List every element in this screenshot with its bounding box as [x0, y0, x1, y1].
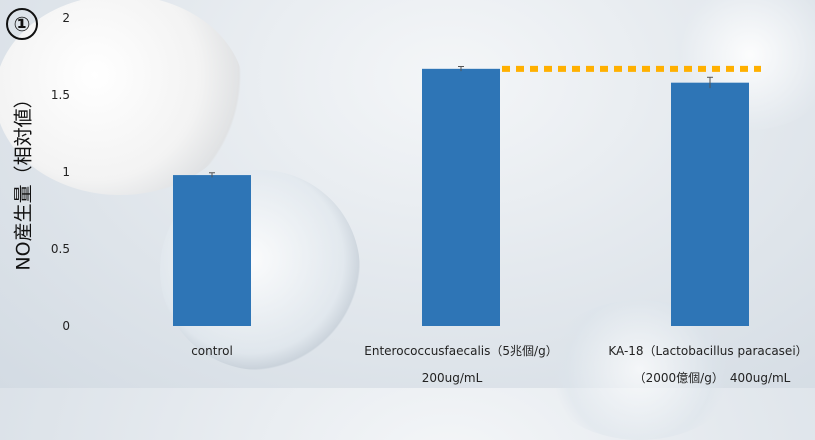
category-label: control: [191, 344, 233, 358]
category-label: KA-18（Lactobacillus paracasei）: [608, 344, 807, 358]
category-label: Enterococcusfaecalis（5兆個/g）: [364, 344, 557, 358]
category-label: （2000億個/g） 400ug/mL: [634, 371, 791, 385]
y-tick-label: 0: [62, 319, 70, 333]
y-tick-label: 1: [62, 165, 70, 179]
y-tick-label: 2: [62, 11, 70, 25]
y-tick-label: 1.5: [51, 88, 70, 102]
bar: [173, 175, 251, 326]
bar: [671, 82, 749, 327]
bar: [422, 68, 500, 326]
category-label: 200ug/mL: [422, 371, 483, 385]
y-tick-label: 0.5: [51, 242, 70, 256]
bar-chart: 0 0.5 1 1.5 2 control Enterococcusfaecalis（5兆個…: [51, 11, 808, 385]
figure-number-badge: ①: [6, 8, 38, 40]
